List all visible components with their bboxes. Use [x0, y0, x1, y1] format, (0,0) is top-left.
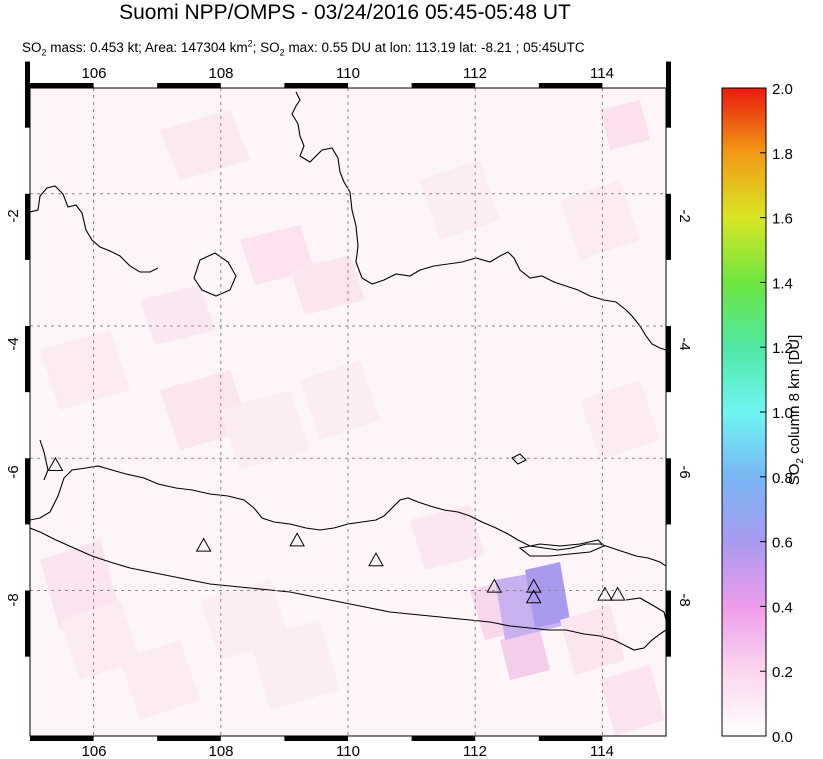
map-title: Suomi NPP/OMPS - 03/24/2016 05:45-05:48 …	[119, 1, 571, 24]
lat-labels-left: -2 -4 -6 -8	[5, 209, 22, 606]
colorbar-tick-label: 0.8	[772, 470, 793, 487]
lon-tick-label: 108	[208, 743, 233, 759]
bangka-coast	[193, 252, 237, 297]
lon-tick-label: 114	[590, 65, 614, 82]
volcano-triangle-icon	[195, 537, 212, 552]
map-subtitle: SO2 mass: 0.453 kt; Area: 147304 km2; SO…	[22, 34, 782, 61]
colorbar-tick-label: 1.4	[772, 275, 793, 292]
so2-mass-label: SO2 mass: 0.453 kt; Area: 147304 km2	[22, 38, 253, 58]
colorbar-tick-label: 0.2	[772, 664, 793, 681]
frame-tick-bar	[25, 590, 30, 657]
colorbar-tick-label: 0.6	[772, 535, 793, 552]
karimunjawa-island	[511, 453, 527, 465]
lat-tick-label: -4	[5, 337, 22, 350]
frame-ticks	[25, 61, 671, 741]
volcano-triangle-icon	[597, 586, 613, 601]
volcano-triangle-icon	[486, 578, 503, 593]
lon-tick-label: 112	[463, 65, 487, 82]
colorbar-tick-label: 0.4	[772, 599, 793, 616]
colorbar-tick-label: 1.8	[772, 146, 793, 163]
colorbar-gradient	[721, 87, 767, 737]
frame-tick-bar	[25, 61, 30, 128]
colorbar-tick-label: 1.2	[772, 340, 793, 357]
frame-tick-bar	[157, 736, 221, 741]
so2-pixels	[40, 100, 665, 736]
sumatra-coast	[30, 185, 159, 273]
volcano-triangle-icon	[525, 578, 542, 593]
lon-tick-label: 110	[336, 743, 360, 759]
frame-tick-bar	[30, 736, 94, 741]
lat-tick-label: -8	[676, 593, 693, 606]
java-north-coast	[30, 465, 666, 567]
lon-tick-label: 106	[81, 743, 106, 759]
lon-tick-label: 112	[463, 743, 487, 759]
frame-tick-bar	[666, 458, 671, 525]
frame-tick-bar	[30, 83, 94, 88]
frame-tick-bar	[666, 590, 671, 657]
lat-tick-label: -4	[676, 337, 693, 350]
lat-tick-label: -6	[676, 465, 693, 478]
colorbar-tick-label: 2.0	[772, 81, 793, 98]
lon-labels-bottom: 106 108 110 112 114	[81, 743, 613, 759]
frame-tick-bar	[411, 736, 476, 741]
lon-tick-label: 108	[208, 65, 233, 82]
frame-tick-bar	[538, 736, 603, 741]
java-south-coast	[30, 527, 666, 651]
colorbar: 2.0 1.8 1.6 1.4 1.2 1.0 0.8 0.6 0.4 0.2 0.0	[721, 81, 793, 746]
strait-islands	[39, 439, 49, 481]
volcano-triangle-icon	[368, 552, 384, 567]
volcano-triangle-icon	[289, 532, 305, 547]
lon-tick-label: 110	[336, 65, 360, 82]
frame-tick-bar	[25, 193, 30, 260]
volcano-triangle-icon	[525, 589, 542, 604]
lat-tick-label: -8	[5, 593, 22, 606]
frame-tick-bar	[666, 61, 671, 128]
kalimantan-coast	[291, 91, 666, 351]
lat-tick-label: -6	[5, 465, 22, 478]
frame-tick-bar	[157, 83, 221, 88]
frame-tick-bar	[666, 326, 671, 393]
lat-tick-label: -2	[5, 209, 22, 222]
so2-max-label: ; SO2 max: 0.55 DU at lon: 113.19 lat: -…	[252, 39, 585, 58]
coastlines	[30, 91, 666, 651]
volcano-markers	[47, 456, 626, 604]
frame-tick-bar	[25, 458, 30, 525]
colorbar-tick-label: 1.6	[772, 211, 793, 228]
bali-coast	[625, 597, 666, 621]
frame-tick-bar	[284, 736, 348, 741]
volcano-triangle-icon	[609, 586, 626, 601]
volcano-triangle-icon	[47, 456, 64, 471]
graticule	[30, 88, 666, 736]
lat-tick-label: -2	[676, 209, 693, 222]
frame-tick-bar	[666, 193, 671, 260]
colorbar-ticks: 2.0 1.8 1.6 1.4 1.2 1.0 0.8 0.6 0.4 0.2 0.0	[760, 81, 793, 746]
colorbar-label: SO2 column 8 km [DU]	[786, 334, 806, 486]
lon-tick-label: 106	[81, 65, 106, 82]
colorbar-tick-label: 0.0	[772, 729, 793, 746]
madura-coast	[518, 539, 605, 557]
frame-tick-bar	[284, 83, 348, 88]
so2-field	[30, 88, 666, 736]
frame-tick-bar	[411, 83, 476, 88]
frame-tick-bar	[25, 326, 30, 393]
lon-labels-top: 106 108 110 112 114	[81, 65, 613, 82]
lat-labels-right: -2 -4 -6 -8	[676, 209, 693, 606]
colorbar-tick-label: 1.0	[772, 405, 793, 422]
lon-tick-label: 114	[590, 743, 614, 759]
frame-tick-bar	[538, 83, 603, 88]
